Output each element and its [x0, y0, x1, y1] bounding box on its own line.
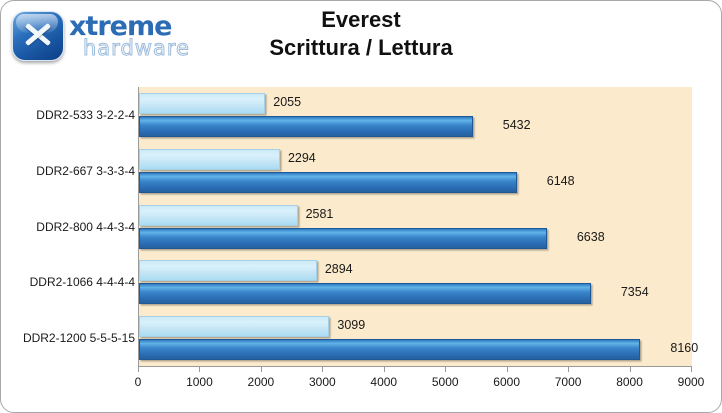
x-tick-label-1: 1000: [186, 375, 213, 389]
chart-title-line2: Scrittura / Lettura: [269, 35, 453, 60]
bar-group: 2294 6148: [139, 143, 692, 199]
value-label-scrittura-1: 2294: [287, 150, 316, 165]
bar-group: 3099 8160: [139, 310, 698, 366]
value-axis: 0 1000 2000 3000 4000 5000 6000 7000 8000 9000: [134, 367, 704, 397]
bar-group: 2894 7354: [139, 254, 692, 310]
bar-lettura-1: [139, 171, 517, 193]
x-tick-1: [199, 367, 201, 372]
x-tick-2: [260, 367, 262, 372]
bar-group: 2055 5432: [139, 87, 692, 143]
x-tick-6: [506, 367, 508, 372]
bar-lettura-0: [139, 116, 473, 137]
site-logo: xtreme hardware: [7, 5, 229, 67]
x-badge-icon: [9, 9, 67, 63]
plot-area: 2055 5432 2294 6148 2581 6638 2894 7354 3099 8160: [138, 87, 698, 367]
value-label-scrittura-3: 2894: [324, 262, 353, 277]
x-tick-3: [322, 367, 324, 372]
category-label-3: DDR2-1066 4-4-4-4: [29, 275, 135, 290]
logo-text-secondary: hardware: [83, 36, 190, 61]
x-tick-0: [138, 367, 139, 372]
bar-scrittura-2: [139, 204, 298, 226]
x-tick-label-4: 4000: [370, 375, 398, 389]
value-label-scrittura-2: 2581: [305, 206, 334, 221]
value-label-lettura-3: 7354: [620, 285, 649, 300]
x-tick-label-7: 7000: [554, 375, 582, 389]
x-tick-4: [383, 367, 385, 372]
category-label-0: DDR2-533 3-2-2-4: [36, 107, 135, 122]
category-label-1: DDR2-667 3-3-3-4: [36, 163, 135, 178]
x-tick-5: [445, 367, 447, 372]
category-label-2: DDR2-800 4-4-3-4: [36, 219, 135, 234]
chart-title-line1: Everest: [321, 7, 401, 32]
bar-scrittura-3: [139, 260, 317, 282]
x-tick-7: [568, 367, 570, 372]
x-tick-9: [691, 367, 692, 372]
logo-text-primary: xtreme: [69, 11, 172, 42]
bar-group: 2581 6638: [139, 199, 692, 255]
value-label-lettura-1: 6148: [546, 173, 575, 188]
bar-scrittura-1: [139, 148, 280, 170]
x-tick-label-0: 0: [134, 375, 142, 389]
x-tick-label-3: 3000: [308, 375, 336, 389]
bar-lettura-2: [139, 227, 547, 249]
bar-lettura-3: [139, 283, 591, 305]
x-tick-8: [629, 367, 631, 372]
x-tick-label-8: 8000: [616, 375, 643, 389]
x-tick-label-6: 6000: [493, 375, 521, 389]
bar-lettura-4: [139, 339, 641, 361]
value-label-scrittura-4: 3099: [337, 318, 366, 333]
category-label-4: DDR2-1200 5-5-5-15: [22, 331, 135, 346]
bar-scrittura-4: [139, 316, 330, 338]
value-label-scrittura-0: 2055: [273, 95, 302, 109]
bar-scrittura-0: [139, 93, 266, 114]
value-label-lettura-2: 6638: [576, 229, 605, 244]
x-tick-label-5: 5000: [431, 375, 459, 389]
category-axis: DDR2-533 3-2-2-4 DDR2-667 3-3-3-4 DDR2-800…: [1, 87, 135, 366]
x-tick-label-9: 9000: [677, 375, 705, 389]
value-label-lettura-4: 8160: [670, 341, 699, 356]
x-tick-label-2: 2000: [247, 375, 275, 389]
value-label-lettura-0: 5432: [502, 118, 531, 132]
